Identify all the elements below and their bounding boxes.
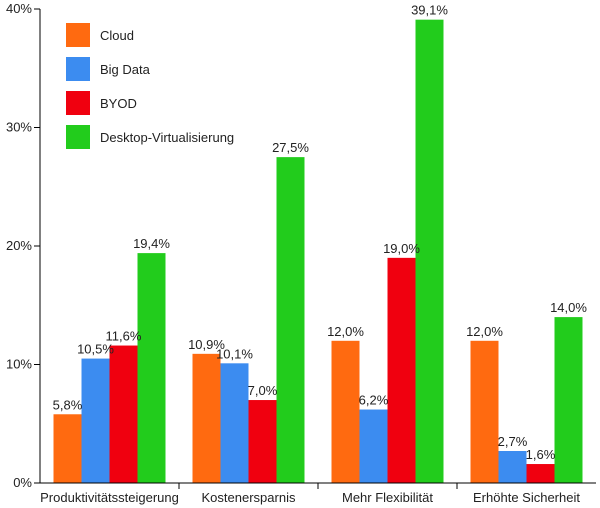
legend-label: BYOD xyxy=(100,96,137,111)
bar xyxy=(526,464,555,483)
y-tick-label: 10% xyxy=(6,357,32,372)
x-tick-label: Mehr Flexibilität xyxy=(342,490,433,505)
legend-label: Desktop-Virtualisierung xyxy=(100,130,234,145)
y-tick-label: 20% xyxy=(6,238,32,253)
legend-swatch xyxy=(66,91,90,115)
bar xyxy=(387,257,416,483)
legend-label: Cloud xyxy=(100,28,134,43)
y-tick-label: 30% xyxy=(6,120,32,135)
bar-value-label: 19,0% xyxy=(383,241,420,256)
bar xyxy=(81,358,110,483)
bar xyxy=(137,253,166,483)
legend-swatch xyxy=(66,23,90,47)
bar-value-label: 6,2% xyxy=(359,393,389,408)
bar-value-label: 1,6% xyxy=(526,447,556,462)
bar-value-label: 39,1% xyxy=(411,3,448,18)
bars xyxy=(53,19,583,483)
data-labels: 5,8% 10,5%11,6% 19,4% 10,9%10,1% 7,0% 27,5% 12… xyxy=(53,3,588,462)
bar xyxy=(498,451,527,483)
y-tick-label: 40% xyxy=(6,1,32,16)
bar-value-label: 14,0% xyxy=(550,300,587,315)
bar-value-label: 11,6% xyxy=(106,329,142,344)
x-tick-label: Produktivitätssteigerung xyxy=(40,490,179,505)
axes: 0% 10% 20% 30% 40% Produktivitätssteigerung Ko… xyxy=(6,1,596,505)
bar xyxy=(109,345,138,483)
legend-label: Big Data xyxy=(100,62,151,77)
bar xyxy=(554,317,583,483)
bar xyxy=(220,363,249,483)
bar-value-label: 2,7% xyxy=(498,434,528,449)
bar-value-label: 5,8% xyxy=(53,397,83,412)
bar xyxy=(415,19,444,483)
bar-value-label: 10,1% xyxy=(216,346,253,361)
bar xyxy=(192,353,221,483)
bar xyxy=(359,409,388,483)
y-tick-label: 0% xyxy=(13,475,32,490)
bar xyxy=(331,340,360,483)
x-tick-label: Erhöhte Sicherheit xyxy=(473,490,580,505)
bar xyxy=(53,414,82,483)
legend-swatch xyxy=(66,125,90,149)
bar-value-label: 10,9% xyxy=(188,337,225,352)
bar xyxy=(470,340,499,483)
bar-value-label: 12,0% xyxy=(327,324,364,339)
bar-value-label: 12,0% xyxy=(466,324,503,339)
legend: Cloud Big Data BYOD Desktop-Virtualisierung xyxy=(66,23,234,149)
bar xyxy=(276,157,305,483)
x-tick-label: Kostenersparnis xyxy=(202,490,296,505)
legend-swatch xyxy=(66,57,90,81)
bar-value-label: 27,5% xyxy=(272,140,309,155)
bar xyxy=(248,400,277,483)
bar-value-label: 19,4% xyxy=(133,236,170,251)
bar-value-label: 10,5% xyxy=(77,342,114,357)
bar-value-label: 7,0% xyxy=(248,383,278,398)
